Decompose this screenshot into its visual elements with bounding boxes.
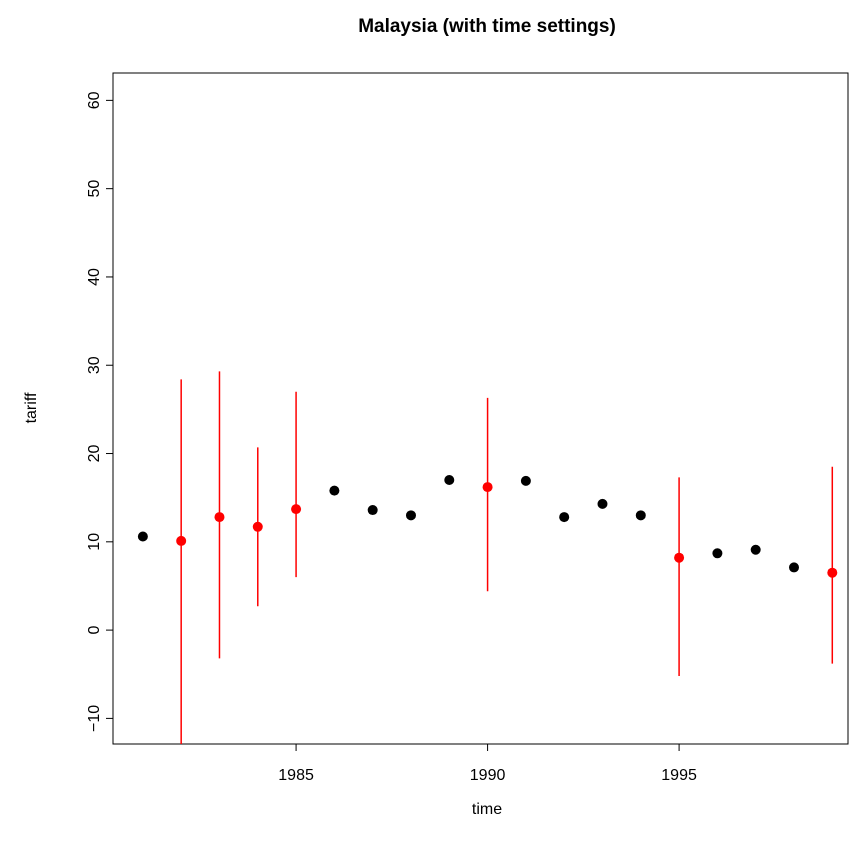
point: [559, 512, 570, 523]
x-tick-label: 1985: [278, 767, 314, 784]
x-tick-label: 1995: [661, 767, 697, 784]
point: [367, 505, 378, 516]
plot-area: [137, 371, 838, 744]
point: [137, 531, 148, 542]
point: [597, 498, 608, 509]
y-axis-label: tariff: [23, 392, 40, 423]
point: [214, 512, 225, 523]
point: [252, 521, 263, 532]
y-tick-label: 50: [86, 180, 103, 198]
point: [291, 504, 302, 515]
point: [788, 562, 799, 573]
y-tick-label: 60: [86, 91, 103, 109]
point: [482, 482, 493, 493]
point: [405, 510, 416, 521]
point: [827, 567, 838, 578]
y-tick-label: 30: [86, 356, 103, 374]
chart-title: Malaysia (with time settings): [358, 16, 616, 37]
x-axis-label: time: [472, 801, 502, 818]
x-tick-label: 1990: [470, 767, 506, 784]
point: [712, 548, 723, 559]
point: [329, 485, 340, 496]
point: [520, 475, 531, 486]
y-tick-label: 40: [86, 268, 103, 286]
point: [176, 535, 187, 546]
plot-frame: [112, 72, 849, 745]
y-tick-label: 10: [86, 533, 103, 551]
y-tick-label: −10: [86, 705, 103, 732]
point: [635, 510, 646, 521]
point: [674, 552, 685, 563]
point: [750, 544, 761, 555]
y-tick-label: 0: [86, 626, 103, 635]
y-tick-label: 20: [86, 445, 103, 463]
point: [444, 475, 455, 486]
